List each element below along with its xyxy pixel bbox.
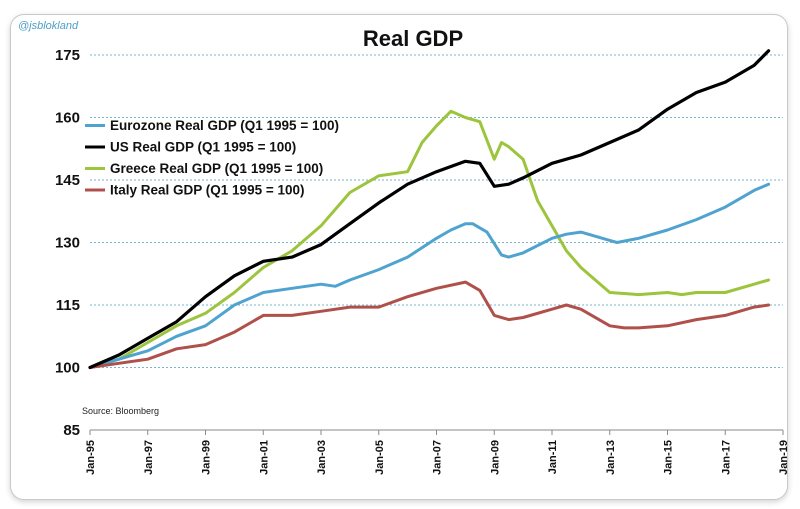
series-lines: [88, 49, 771, 370]
y-tick-label: 85: [63, 422, 80, 439]
x-tick-label: Jan-19: [778, 440, 790, 475]
x-tick-label: Jan-17: [720, 440, 732, 475]
chart-card: [10, 14, 788, 500]
legend-label-greece: Greece Real GDP (Q1 1995 = 100): [110, 161, 323, 176]
y-tick-label: 115: [56, 297, 80, 314]
x-tick-label: Jan-15: [663, 440, 675, 475]
y-tick-label: 100: [55, 360, 80, 377]
legend-label-eurozone: Eurozone Real GDP (Q1 1995 = 100): [110, 118, 339, 133]
x-tick-label: Jan-11: [547, 440, 559, 474]
legend-label-italy: Italy Real GDP (Q1 1995 = 100): [110, 183, 304, 198]
y-tick-label: 160: [55, 110, 80, 127]
author-handle: @jsblokland: [18, 20, 79, 32]
source-note: Source: Bloomberg: [82, 406, 159, 416]
x-tick-label: Jan-07: [432, 440, 444, 475]
chart-title: Real GDP: [363, 26, 463, 51]
legend: Eurozone Real GDP (Q1 1995 = 100) US Real…: [85, 118, 339, 198]
series-line-italy: [88, 280, 771, 369]
x-tick-label: Jan-03: [316, 440, 328, 475]
legend-label-us: US Real GDP (Q1 1995 = 100): [110, 140, 296, 155]
series-line-us: [88, 49, 771, 370]
x-tick-label: Jan-05: [374, 440, 386, 475]
series-line-greece: [88, 109, 771, 369]
x-tick-label: Jan-97: [143, 440, 155, 475]
x-tick-label: Jan-13: [605, 440, 617, 475]
series-line-eurozone: [88, 182, 771, 369]
y-tick-label: 145: [55, 172, 80, 189]
y-tick-label: 130: [55, 235, 80, 252]
gridlines: [90, 54, 783, 431]
x-tick-label: Jan-01: [258, 440, 270, 475]
x-tick-label: Jan-99: [201, 440, 213, 475]
y-tick-label: 175: [55, 47, 80, 64]
x-axis-ticks: Jan-95 Jan-97 Jan-99 Jan-01 Jan-03 Jan-05 Jan-…: [85, 430, 790, 475]
x-tick-label: Jan-09: [489, 440, 501, 475]
y-axis-ticks: 85 100 115 130 145 160 175: [55, 47, 80, 439]
x-tick-label: Jan-95: [85, 440, 97, 475]
